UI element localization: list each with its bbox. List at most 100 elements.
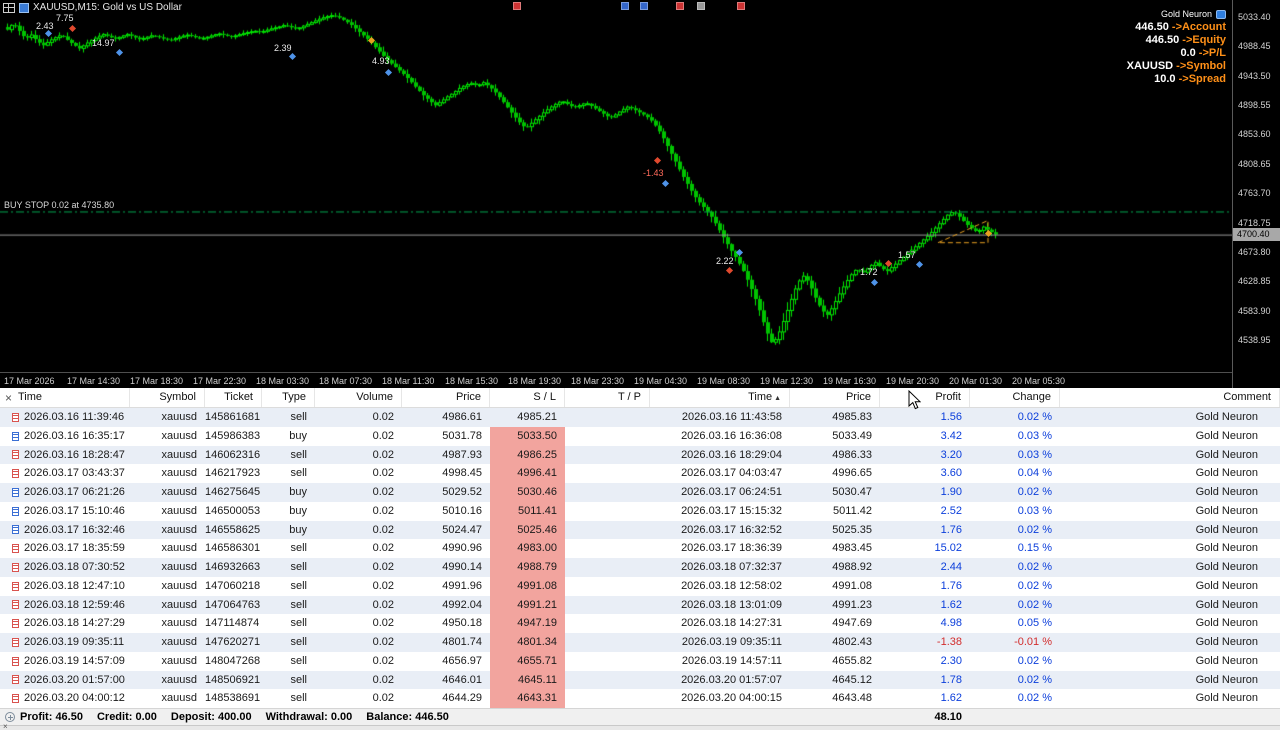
- chart-object-icon[interactable]: [513, 2, 521, 10]
- history-row[interactable]: 2026.03.16 18:28:47 xauusd 146062316 sell 0.…: [0, 445, 1280, 465]
- sell-deal-icon: [12, 656, 19, 666]
- history-cell: 4991.96: [442, 579, 482, 592]
- price-scale[interactable]: 4700.40 5033.40 4988.45 4943.50 4898.55 4853…: [1232, 0, 1280, 388]
- history-cell: 2026.03.20 01:57:07: [681, 673, 782, 686]
- history-cell: 4646.01: [442, 673, 482, 686]
- history-cell: [565, 689, 650, 708]
- column-header-tp[interactable]: T / P: [565, 388, 650, 407]
- history-row[interactable]: 2026.03.18 12:59:46 xauusd 147064763 sell 0.…: [0, 595, 1280, 615]
- ea-name-label: Gold Neuron: [1160, 9, 1212, 19]
- chart-object-icon[interactable]: [676, 2, 684, 10]
- history-row[interactable]: 2026.03.17 18:35:59 xauusd 146586301 sell 0.…: [0, 539, 1280, 558]
- column-header-sl[interactable]: S / L: [490, 388, 565, 407]
- history-cell: [565, 408, 650, 427]
- history-row[interactable]: 2026.03.17 03:43:37 xauusd 146217923 sell 0.…: [0, 464, 1280, 483]
- history-cell: [565, 502, 650, 521]
- history-cell: 1.76: [940, 523, 962, 536]
- column-header-comment[interactable]: Comment: [1060, 388, 1280, 407]
- column-header-price[interactable]: Price: [790, 388, 880, 407]
- history-cell: Gold Neuron: [1195, 636, 1258, 648]
- history-cell: 2026.03.16 11:39:46: [0, 408, 130, 427]
- chart-object-icon[interactable]: [697, 2, 705, 10]
- history-cell: 4986.61: [442, 411, 482, 423]
- column-header-change[interactable]: Change: [970, 388, 1060, 407]
- history-row[interactable]: 2026.03.18 07:30:52 xauusd 146932663 sell 0.…: [0, 558, 1280, 577]
- history-cell: 0.03 %: [1017, 504, 1052, 517]
- history-row[interactable]: 2026.03.17 15:10:46 xauusd 146500053 buy 0.0…: [0, 501, 1280, 521]
- chart-doc-icon: [19, 2, 29, 13]
- history-cell: xauusd: [161, 486, 197, 498]
- chart-object-icon[interactable]: [640, 2, 648, 10]
- column-header-symbol[interactable]: Symbol: [130, 388, 205, 407]
- history-cell: 4991.23: [832, 598, 872, 611]
- history-row[interactable]: 2026.03.20 04:00:12 xauusd 148538691 sell 0.…: [0, 689, 1280, 708]
- history-cell: 4802.43: [832, 636, 872, 648]
- history-cell: 2026.03.16 18:29:04: [681, 448, 782, 461]
- history-cell: Gold Neuron: [1195, 692, 1258, 705]
- history-cell: 2026.03.18 12:58:02: [681, 579, 782, 592]
- price-tick-label: 4988.45: [1238, 41, 1271, 52]
- trade-profit-label: 1.72: [860, 267, 878, 277]
- history-row[interactable]: 2026.03.18 12:47:10 xauusd 147060218 sell 0.…: [0, 576, 1280, 596]
- history-cell: 2026.03.17 04:03:47: [681, 467, 782, 480]
- history-cell: 4992.04: [442, 598, 482, 611]
- time-tick-label: 20 Mar 05:30: [1012, 376, 1066, 386]
- column-header-ticket[interactable]: Ticket: [205, 388, 262, 407]
- column-header-type[interactable]: Type: [262, 388, 315, 407]
- history-cell: [565, 671, 650, 690]
- history-cell: 2.30: [940, 654, 962, 667]
- history-cell: 0.02 %: [1017, 561, 1052, 573]
- status-withdrawal: Withdrawal: 0.00: [265, 711, 353, 723]
- current-price-tag: 4700.40: [1233, 228, 1280, 242]
- chart-object-icon[interactable]: [621, 2, 629, 10]
- history-cell: sell: [290, 636, 307, 648]
- history-cell: 0.02 %: [1017, 579, 1052, 592]
- account-panel-row: 0.0 ->P/L: [1180, 47, 1226, 59]
- history-cell: 2026.03.17 06:21:26: [0, 483, 130, 502]
- history-row[interactable]: 2026.03.17 16:32:46 xauusd 146558625 buy 0.0…: [0, 520, 1280, 540]
- chart-object-icon[interactable]: [737, 2, 745, 10]
- buy-deal-icon: [12, 431, 19, 441]
- history-cell: [565, 614, 650, 633]
- column-header-time[interactable]: Time: [0, 388, 130, 407]
- history-cell: xauusd: [161, 561, 197, 573]
- history-row[interactable]: 2026.03.19 09:35:11 xauusd 147620271 sell 0.…: [0, 633, 1280, 652]
- history-cell: Gold Neuron: [1195, 542, 1258, 555]
- history-row[interactable]: 2026.03.16 16:35:17 xauusd 145986383 buy 0.0…: [0, 426, 1280, 446]
- history-cell: 4996.41: [490, 464, 565, 483]
- sell-deal-icon: [12, 675, 19, 685]
- history-row[interactable]: 2026.03.16 11:39:46 xauusd 145861681 sell 0.…: [0, 408, 1280, 427]
- history-row[interactable]: 2026.03.18 14:27:29 xauusd 147114874 sell 0.…: [0, 614, 1280, 633]
- history-cell: sell: [290, 579, 307, 592]
- buy-deal-icon: [12, 487, 19, 497]
- history-row[interactable]: 2026.03.19 14:57:09 xauusd 148047268 sell 0.…: [0, 651, 1280, 671]
- trade-profit-label: 2.39: [274, 43, 292, 53]
- trade-profit-label: 2.43: [36, 21, 54, 31]
- chart-canvas[interactable]: [0, 0, 1232, 372]
- history-cell: 2026.03.19 09:35:11: [681, 636, 782, 648]
- column-header-time-close[interactable]: Time ▲: [650, 388, 790, 407]
- history-cell: 0.05 %: [1017, 617, 1052, 630]
- sell-deal-icon: [12, 637, 19, 647]
- price-tick-label: 4673.80: [1238, 246, 1271, 257]
- buy-stop-order-label[interactable]: BUY STOP 0.02 at 4735.80: [4, 200, 115, 211]
- history-cell: Gold Neuron: [1195, 673, 1258, 686]
- close-toolbox-button[interactable]: ×: [5, 391, 13, 405]
- summary-plus-icon[interactable]: [5, 712, 15, 722]
- history-cell: 147060218: [205, 579, 261, 592]
- time-axis[interactable]: 17 Mar 2026 17 Mar 14:30 17 Mar 18:30 17 Ma…: [0, 372, 1232, 388]
- history-cell: 2026.03.17 16:32:46: [0, 521, 130, 540]
- history-cell: 4991.08: [490, 576, 565, 596]
- column-header-price[interactable]: Price: [402, 388, 490, 407]
- column-header-volume[interactable]: Volume: [315, 388, 402, 407]
- column-header-profit[interactable]: Profit: [880, 388, 970, 407]
- history-cell: [565, 427, 650, 446]
- history-cell: 2026.03.17 16:32:52: [681, 523, 782, 536]
- history-cell: Gold Neuron: [1195, 561, 1258, 573]
- history-row[interactable]: 2026.03.20 01:57:00 xauusd 148506921 sell 0.…: [0, 670, 1280, 690]
- time-tick-label: 19 Mar 20:30: [886, 376, 940, 386]
- history-cell: 4987.93: [442, 448, 482, 461]
- history-row[interactable]: 2026.03.17 06:21:26 xauusd 146275645 buy 0.0…: [0, 483, 1280, 502]
- history-cell: 0.03 %: [1017, 429, 1052, 442]
